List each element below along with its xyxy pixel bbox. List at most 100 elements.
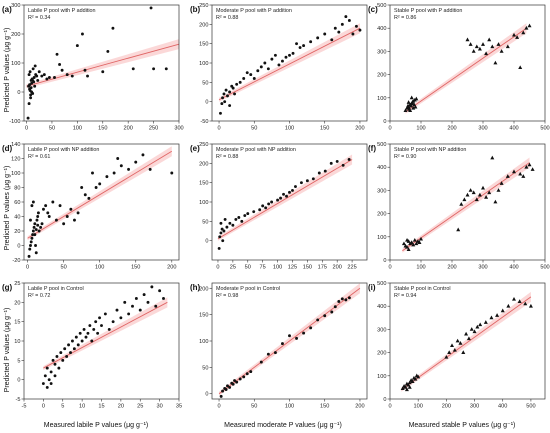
data-point [30, 204, 34, 208]
data-point [409, 240, 414, 244]
data-point [42, 207, 45, 211]
data-point [100, 324, 103, 327]
data-point [256, 69, 260, 73]
data-point [35, 218, 39, 222]
data-point [224, 88, 228, 92]
data-point [53, 76, 56, 79]
y-tick-label: 0 [383, 397, 386, 403]
x-tick-label: 400 [498, 404, 507, 410]
data-point [242, 77, 246, 80]
data-point [505, 44, 510, 49]
x-tick-label: 50 [245, 265, 251, 271]
data-point [261, 204, 265, 208]
data-point [347, 296, 351, 300]
data-point [116, 157, 120, 160]
data-point [31, 67, 35, 71]
y-tick-label: -100 [9, 119, 20, 125]
x-tick-label: 150 [131, 265, 140, 271]
x-tick-label: 200 [355, 126, 364, 132]
data-point [259, 65, 263, 69]
data-point [276, 198, 280, 202]
data-point [60, 68, 64, 72]
data-point [46, 211, 50, 215]
x-tick-label: 75 [260, 265, 266, 271]
x-tick-label: 400 [509, 126, 518, 132]
data-point [281, 59, 284, 63]
y-tick-label: 400 [377, 26, 386, 32]
data-point [410, 379, 415, 383]
x-tick-label: 500 [540, 126, 549, 132]
data-point [221, 389, 225, 393]
y-tick-label: 0 [205, 100, 208, 106]
y-tick-label: -5 [16, 397, 21, 403]
data-point [484, 195, 489, 199]
data-point [51, 200, 55, 204]
data-point [524, 25, 529, 30]
x-tick-label: 250 [149, 126, 158, 132]
data-point [69, 351, 72, 355]
data-point [323, 169, 327, 173]
data-point [228, 385, 232, 389]
x-tick-label: 0 [388, 126, 391, 132]
x-tick-label: 0 [26, 265, 29, 271]
y-axis-label-middle: Predicted P values (μg g⁻¹) [4, 166, 11, 251]
data-point [246, 212, 250, 216]
data-point [512, 32, 516, 37]
data-point [47, 76, 51, 79]
data-point [335, 159, 339, 163]
data-point [517, 299, 522, 303]
data-point [148, 167, 152, 171]
panel-title: Stable P pool in Control [394, 286, 451, 292]
data-point [142, 293, 146, 297]
x-tick-label: 200 [167, 265, 176, 271]
panel-title: Labile P pool with NP addition [28, 147, 99, 153]
data-point [311, 177, 315, 181]
data-point [28, 70, 32, 74]
data-point [65, 215, 69, 218]
data-point [409, 95, 414, 100]
x-tick-label: 300 [174, 126, 183, 132]
data-point [462, 197, 467, 202]
data-point [34, 251, 38, 255]
y-tick-label: 100 [199, 61, 208, 67]
y-tick-label: 100 [11, 171, 20, 177]
data-point [337, 300, 341, 303]
data-point [86, 74, 89, 78]
data-point [404, 387, 409, 392]
data-point [518, 65, 523, 70]
data-point [29, 244, 32, 247]
data-point [103, 312, 107, 316]
x-tick-label: 50 [61, 265, 67, 271]
data-point [233, 379, 236, 382]
data-point [330, 310, 334, 314]
data-point [58, 204, 62, 208]
panel-label: (i) [368, 283, 376, 292]
data-point [53, 374, 57, 378]
data-point [28, 247, 32, 251]
chart-panel-2: 0 50 100 150 200 -50 0 50 100 150 200 250(b) Moderat… [190, 3, 368, 132]
data-point [487, 190, 492, 195]
data-point [69, 207, 73, 211]
data-point [249, 370, 253, 374]
data-point [243, 214, 247, 217]
data-point [414, 241, 419, 246]
data-point [413, 376, 418, 381]
data-point [233, 92, 236, 96]
y-tick-label: 0 [17, 244, 20, 250]
data-point [80, 339, 84, 343]
data-point [219, 394, 223, 398]
data-point [499, 49, 504, 53]
data-point [521, 30, 526, 35]
data-point [29, 240, 33, 244]
plot-frame [23, 282, 180, 400]
panel-label: (h) [190, 283, 201, 292]
y-tick-label: 150 [199, 181, 208, 187]
y-tick-label: 0 [17, 90, 20, 96]
plot-frame [389, 282, 546, 400]
data-point [245, 71, 249, 75]
data-point [500, 308, 505, 313]
y-tick-label: 0 [383, 119, 386, 125]
x-tick-label: 100 [416, 126, 425, 132]
data-point [154, 304, 158, 308]
data-point [31, 200, 35, 204]
